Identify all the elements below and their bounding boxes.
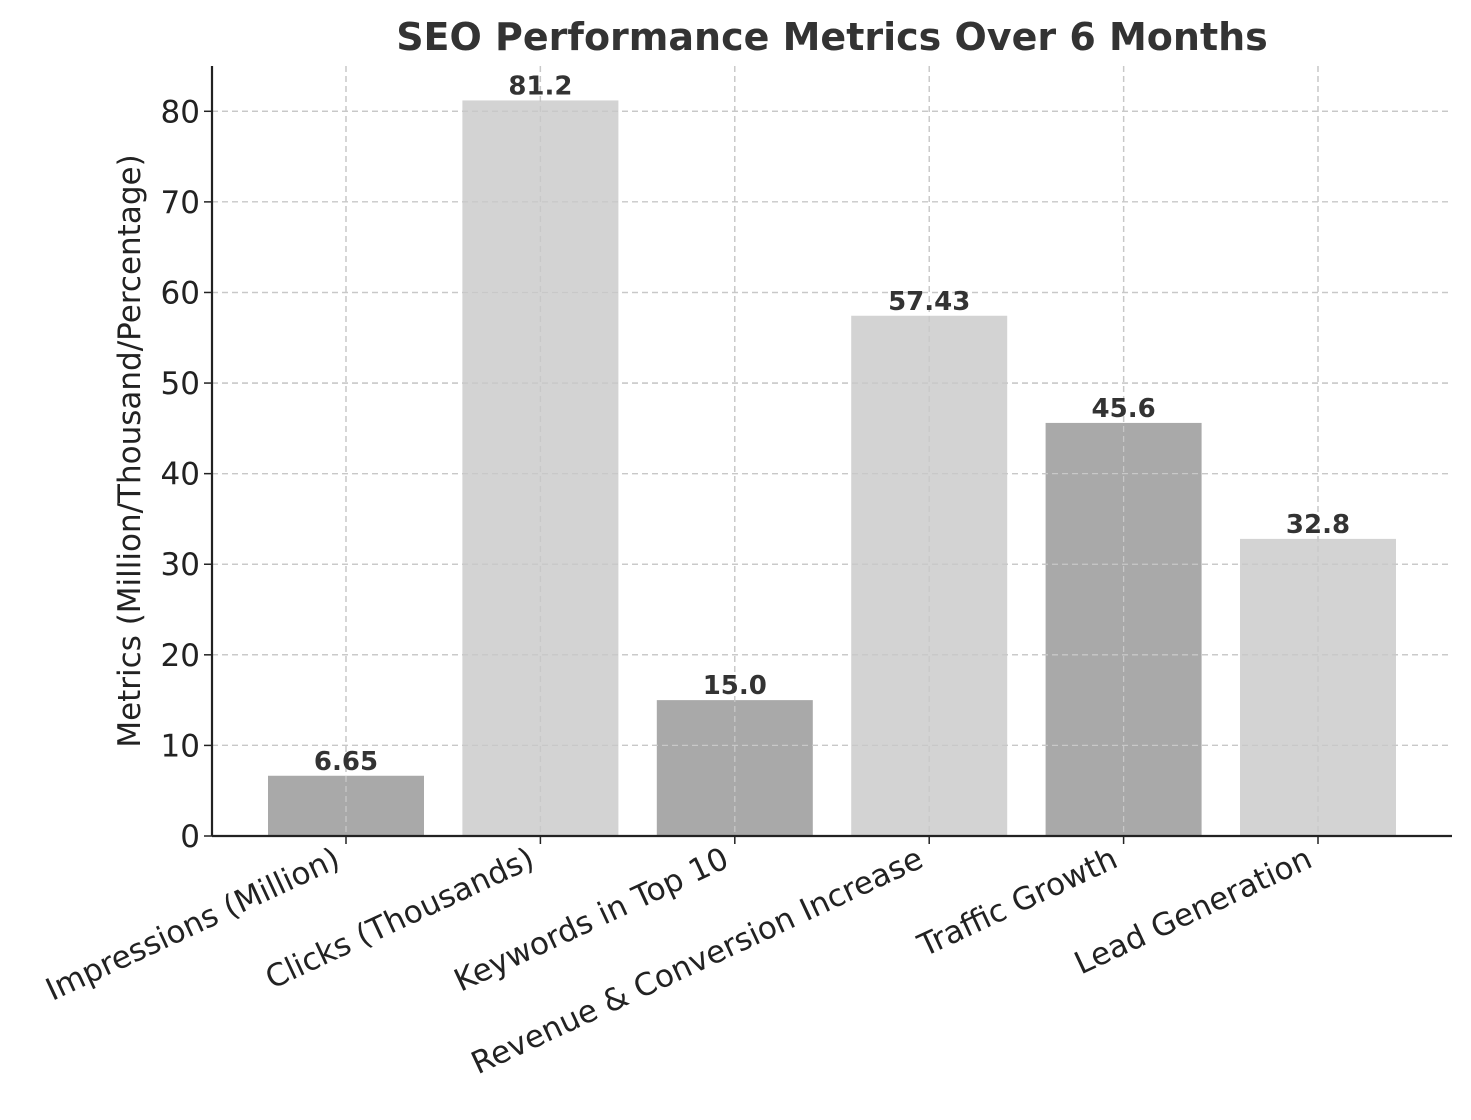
data-label-2: 15.0: [703, 671, 767, 701]
y-tick-label-8: 80: [161, 94, 200, 130]
y-tick-label-0: 0: [180, 819, 200, 855]
data-label-0: 6.65: [314, 747, 378, 777]
y-tick-label-2: 20: [161, 638, 200, 674]
y-tick-label-4: 40: [161, 457, 200, 493]
y-tick-label-5: 50: [161, 366, 200, 402]
y-tick-labels: 0 10 20 30 40 50 60 70 80: [161, 94, 200, 855]
bar-0: [268, 775, 424, 836]
y-tick-label-6: 60: [161, 275, 200, 311]
y-tick-label-3: 30: [161, 547, 200, 583]
y-tick-label-7: 70: [161, 185, 200, 221]
y-tick-label-1: 10: [161, 728, 200, 764]
data-label-3: 57.43: [888, 287, 970, 317]
x-tick-labels: Impressions (Million)Clicks (Thousands)K…: [40, 841, 1317, 1082]
data-label-1: 81.2: [508, 71, 572, 101]
data-label-5: 32.8: [1286, 510, 1350, 540]
chart-title: SEO Performance Metrics Over 6 Months: [396, 15, 1268, 59]
axes: [204, 66, 1452, 844]
grid-overlay: [212, 66, 1452, 836]
bars: [268, 100, 1396, 837]
data-labels: 6.65 81.2 15.0 57.43 45.6 32.8: [314, 71, 1350, 776]
y-axis-label: Metrics (Million/Thousand/Percentage): [112, 154, 148, 747]
data-label-4: 45.6: [1092, 394, 1156, 424]
